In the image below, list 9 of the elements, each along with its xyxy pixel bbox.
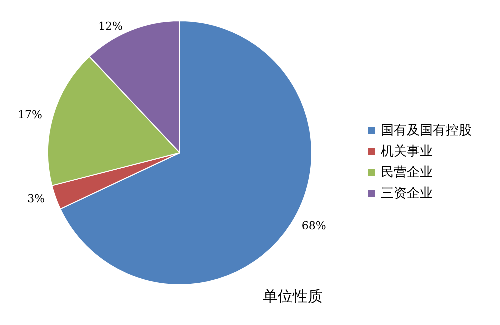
legend-label: 三资企业 [381,186,433,202]
data-label: 17% [18,108,42,122]
data-label: 68% [302,219,326,232]
data-label: 3% [28,192,46,206]
legend-label: 机关事业 [381,144,433,160]
legend-label: 民营企业 [381,166,433,180]
data-label: 12% [98,20,123,34]
text: 单位性质 [263,288,323,306]
legend-label: 国有及国有控股 [381,124,472,138]
